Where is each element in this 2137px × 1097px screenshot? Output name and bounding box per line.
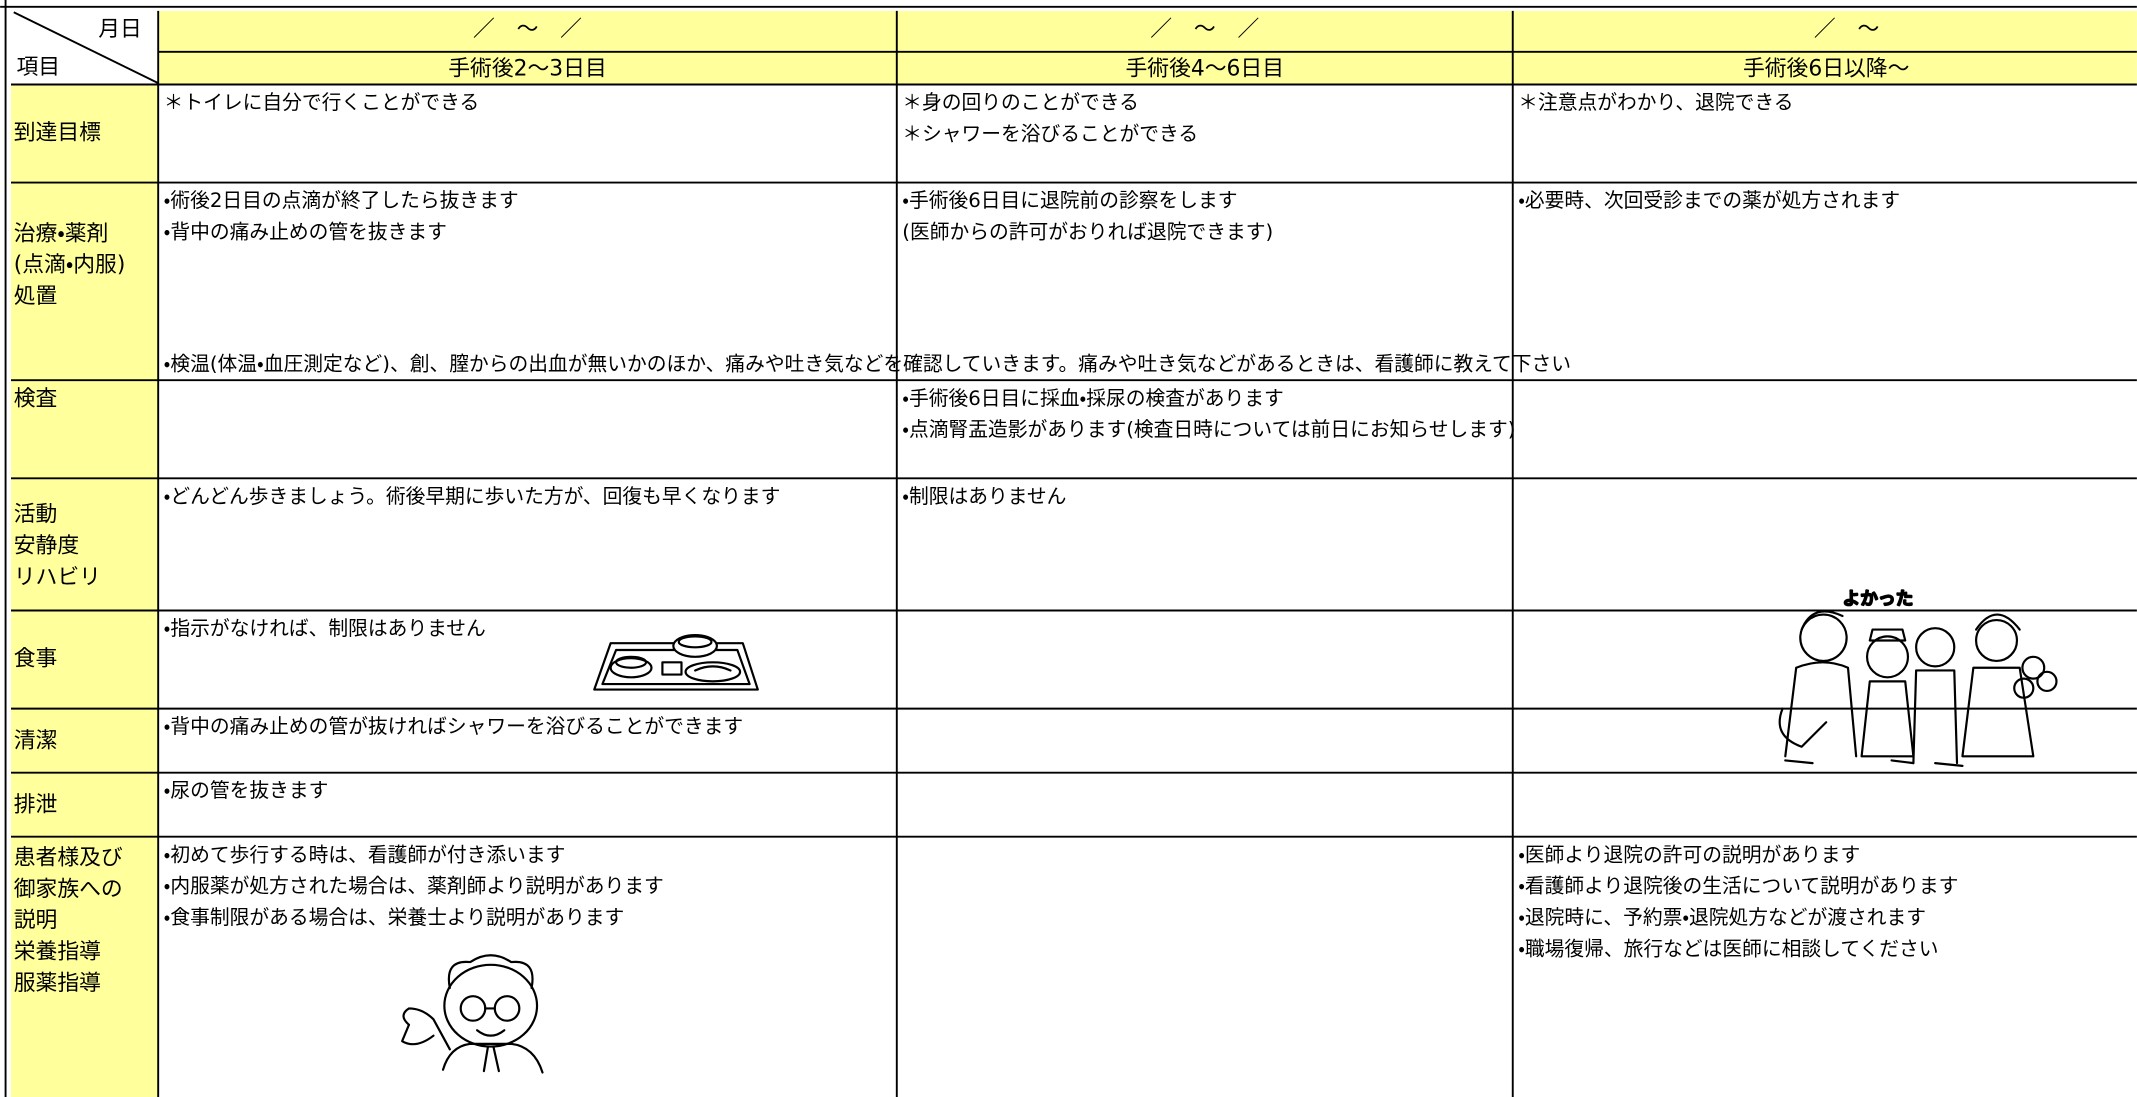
cell-text: ・指示がなければ、制限はありません xyxy=(164,617,486,640)
row-label: 治療・薬剤 xyxy=(14,221,109,246)
period-date: ／ ～ xyxy=(1814,17,1879,42)
row-label: 患者様及び xyxy=(14,846,123,871)
meal-tray-illustration xyxy=(593,633,759,691)
family-illustration: よかった xyxy=(1778,589,2058,767)
row-label: 説明 xyxy=(14,908,58,933)
cell-text: ・術後2日目の点滴が終了したら抜きます xyxy=(164,189,519,212)
cell-text: ・背中の痛み止めの管が抜ければシャワーを浴びることができます xyxy=(164,715,743,738)
cell-text: ＊身の回りのことができる xyxy=(902,91,1139,114)
cell-text: ・手術後6日目に採血・採尿の検査があります xyxy=(902,387,1284,410)
fills xyxy=(11,10,2137,1097)
cell-text: ・看護師より退院後の生活について説明があります xyxy=(1518,875,1958,898)
cell-text: ＊シャワーを浴びることができる xyxy=(902,122,1198,145)
doctor-illustration xyxy=(401,954,544,1074)
row-label: 服薬指導 xyxy=(14,971,101,996)
cell-text: ＊注意点がわかり、退院できる xyxy=(1518,91,1793,114)
row-note: ・検温(体温・血圧測定など)、創、膣からの出血が無いかのほか、痛みや吐き気などを… xyxy=(164,353,1571,376)
row-label: 活動 xyxy=(14,502,58,527)
cell-text: (医師からの許可がおりれば退院できます) xyxy=(902,221,1273,244)
cell-text: ・必要時、次回受診までの薬が処方されます xyxy=(1518,189,1900,212)
cell-text: ・どんどん歩きましょう。術後早期に歩いた方が、回復も早くなります xyxy=(164,485,781,508)
row-label: (点滴・内服) xyxy=(14,253,126,278)
cell-text: ・尿の管を抜きます xyxy=(164,779,329,802)
row-label: 処置 xyxy=(14,284,58,309)
cell-text: ・内服薬が処方された場合は、薬剤師より説明があります xyxy=(164,875,664,898)
cell-text: ・退院時に、予約票・退院処方などが渡されます xyxy=(1518,906,1926,929)
row-label: 到達目標 xyxy=(14,121,101,146)
cell-text: ＊トイレに自分で行くことができる xyxy=(164,91,480,114)
cell-text: ・手術後6日目に退院前の診察をします xyxy=(902,189,1237,212)
cell-text: ・医師より退院の許可の説明があります xyxy=(1518,843,1860,866)
row-label: 排泄 xyxy=(14,792,58,817)
period-date: ／ ～ ／ xyxy=(473,17,582,42)
row-label: 栄養指導 xyxy=(14,940,101,965)
month-day-label: 月日 xyxy=(98,17,142,42)
row-label: 清潔 xyxy=(14,728,58,753)
cell-text: ・背中の痛み止めの管を抜きます xyxy=(164,221,447,244)
illustration-caption: よかった xyxy=(1843,590,1914,610)
cell-text: ・食事制限がある場合は、栄養士より説明があります xyxy=(164,906,625,929)
header-fill xyxy=(11,10,2137,85)
item-label: 項目 xyxy=(16,55,60,80)
row-label: リハビリ xyxy=(14,565,101,590)
corner-diagonal xyxy=(13,11,159,84)
cell-text: ・点滴腎盂造影があります(検査日時については前日にお知らせします) xyxy=(902,418,1515,441)
period-label: 手術後6日以降～ xyxy=(1743,56,1909,81)
row-label: 安静度 xyxy=(14,533,79,558)
cell-text: ・初めて歩行する時は、看護師が付き添います xyxy=(164,843,566,866)
period-label: 手術後4～6日目 xyxy=(1126,56,1285,81)
cell-text: ・職場復帰、旅行などは医師に相談してください xyxy=(1518,937,1938,960)
period-date: ／ ～ ／ xyxy=(1150,17,1259,42)
row-label: 御家族への xyxy=(14,877,123,902)
row-label: 食事 xyxy=(14,647,58,672)
row-label: 検査 xyxy=(14,386,58,411)
label-column-fill xyxy=(11,84,159,1097)
period-label: 手術後2～3日目 xyxy=(448,56,607,81)
cell-text: ・制限はありません xyxy=(902,485,1066,508)
